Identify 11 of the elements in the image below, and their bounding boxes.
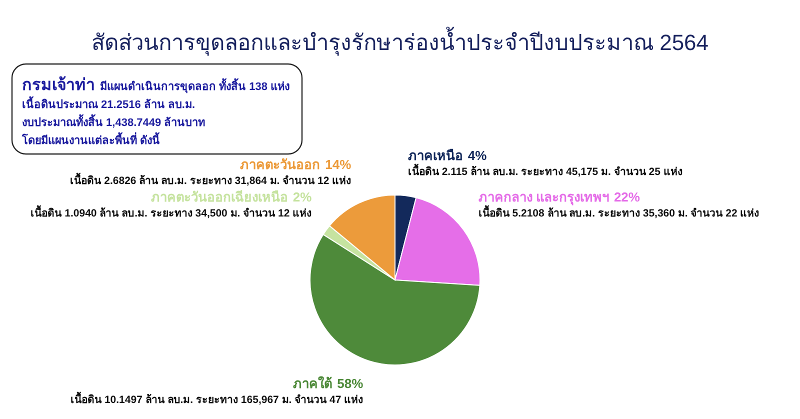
data-label: ภาคกลาง และกรุงเทพฯ 22% xyxy=(478,189,640,204)
annotation: เนื้อดิน 2.6826 ล้าน ลบ.ม. ระยะทาง 31,864 ม. จำนวน 12 แห่ง xyxy=(70,174,352,187)
data-label: ภาคเหนือ 4% xyxy=(408,148,487,163)
annotation: กรมเจ้าท่า มีแผนดำเนินการขุดลอก ทั้งสิ้น 138 แห่ง xyxy=(22,77,290,94)
annotation: เนื้อดิน 5.2108 ล้าน ลบ.ม. ระยะทาง 35,360 ม. จำนวน 22 แห่ง xyxy=(478,207,760,220)
data-label: ภาคตะวันออกเฉียงเหนือ 2% xyxy=(150,189,312,204)
annotation: เนื้อดิน 1.0940 ล้าน ลบ.ม. ระยะทาง 34,500 ม. จำนวน 12 แห่ง xyxy=(30,207,312,220)
annotation: เนื้อดิน 10.1497 ล้าน ลบ.ม. ระยะทาง 165,967 ม. จำนวน 47 แห่ง xyxy=(70,394,364,406)
annotation: เนื้อดิน 2.115 ล้าน ลบ.ม. ระยะทาง 45,175 ม. จำนวน 25 แห่ง xyxy=(408,166,682,178)
data-label: ภาคตะวันออก 14% xyxy=(240,156,352,172)
data-label: ภาคใต้ 58% xyxy=(293,376,364,391)
